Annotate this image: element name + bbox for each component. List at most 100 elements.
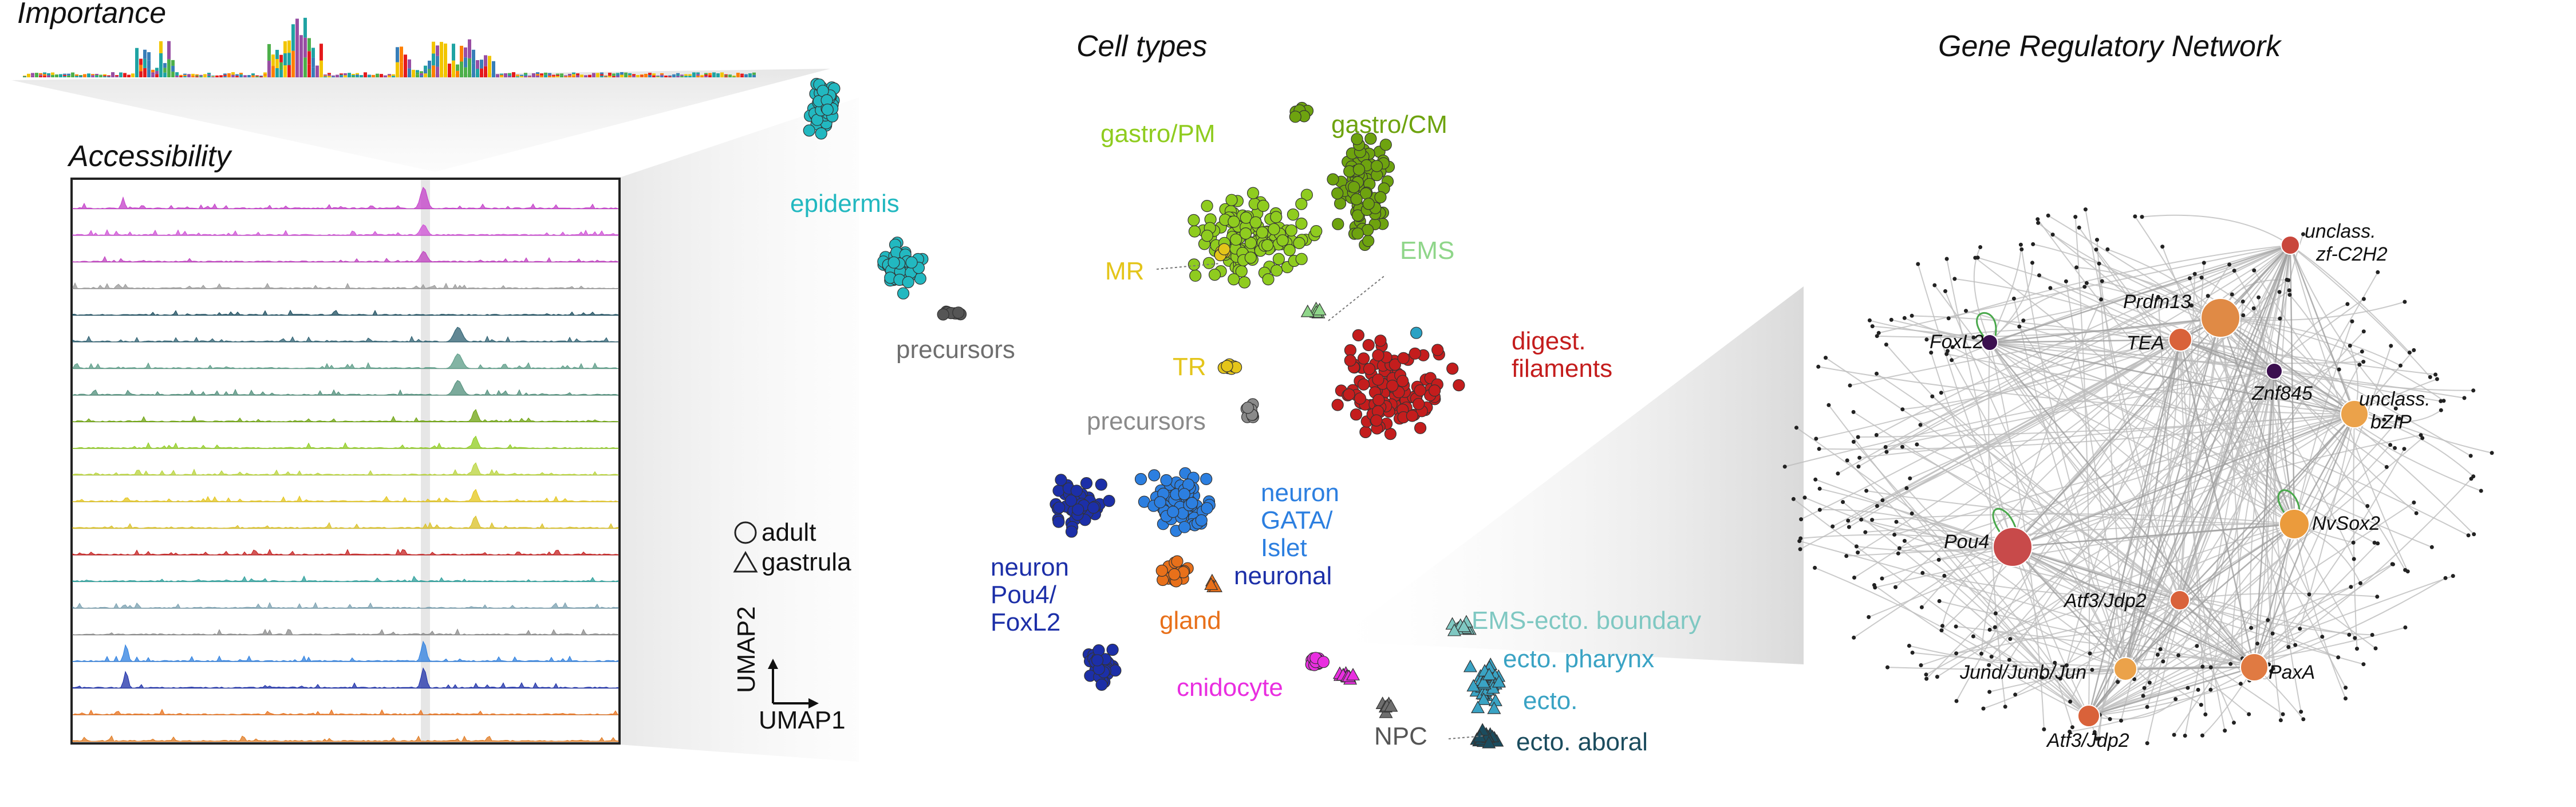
label-epidermis: epidermis <box>790 190 900 218</box>
logo-letter <box>660 76 664 77</box>
logo-letter <box>508 76 511 77</box>
grn-hub-edge <box>2179 414 2355 601</box>
logo-letter <box>31 75 34 77</box>
umap-scatter <box>803 78 1506 749</box>
umap-point <box>1276 234 1289 247</box>
umap2-axis-label: UMAP2 <box>732 606 760 693</box>
grn-edge <box>2179 593 2377 601</box>
logo-letter <box>416 70 419 73</box>
grn-target-node <box>2347 632 2352 637</box>
highlight-band <box>421 180 430 742</box>
logo-letter <box>255 76 259 77</box>
grn-target-node <box>1851 439 1856 444</box>
grn-target-node <box>1867 318 1872 322</box>
grn-target-node <box>2155 652 2160 657</box>
grn-edge <box>1936 414 2355 678</box>
grn-hub-edge <box>2179 523 2295 601</box>
logo-letter <box>732 75 736 77</box>
logo-letter <box>167 59 171 77</box>
logo-letter <box>612 76 616 77</box>
accessibility-track <box>72 409 620 423</box>
gene-label-paxa: PaxA <box>2269 662 2315 683</box>
grn-hub-edge <box>2289 245 2356 415</box>
logo-letter <box>624 72 628 77</box>
logo-letter <box>147 52 151 61</box>
gene-label-unclass_zf: unclass. zf-C2H2 <box>2305 221 2388 265</box>
grn-edge <box>1895 339 2181 588</box>
grn-target-node <box>1915 442 1919 447</box>
logo-letter <box>340 73 343 75</box>
grn-target-node <box>2007 658 2011 662</box>
logo-letter <box>356 73 359 75</box>
grn-edge <box>2088 683 2241 717</box>
grn-target-node <box>2145 741 2149 746</box>
grn-target-node <box>1932 283 1937 288</box>
grn-hub-edge <box>2180 338 2355 415</box>
logo-letter <box>544 72 547 75</box>
umap-point <box>1218 243 1230 255</box>
grn-target-node <box>1831 524 1835 529</box>
umap-point <box>1358 352 1370 365</box>
logo-letter <box>452 60 455 77</box>
logo-letter <box>712 72 716 77</box>
grn-edge <box>2290 245 2411 353</box>
grn-edge <box>1904 540 2126 670</box>
accessibility-tracks <box>72 187 620 742</box>
grn-target-node <box>2208 665 2213 670</box>
logo-letter <box>259 75 263 77</box>
logo-letter <box>572 74 575 76</box>
logo-letter <box>271 66 275 77</box>
logo-letter <box>307 51 311 65</box>
logo-letter <box>404 54 407 77</box>
logo-letter <box>648 73 652 76</box>
logo-letter <box>75 74 78 76</box>
grn-edge <box>2179 271 2378 601</box>
grn-hub-edge <box>2179 600 2255 668</box>
grn-target-node <box>1944 257 1949 261</box>
logo-letter <box>63 74 66 76</box>
accessibility-track <box>72 549 620 556</box>
logo-letter <box>616 73 620 74</box>
grn-target-node <box>2172 733 2176 737</box>
logo-letter <box>680 74 684 76</box>
logo-letter <box>472 49 475 64</box>
umap-point <box>1372 393 1385 407</box>
logo-letter <box>163 63 167 68</box>
logo-letter <box>151 74 155 77</box>
logo-letter <box>524 74 527 76</box>
grn-edge <box>2266 371 2282 721</box>
logo-letter <box>211 76 215 77</box>
grn-target-node <box>2399 363 2403 368</box>
logo-letter <box>472 63 475 77</box>
grn-target-node <box>2140 215 2144 219</box>
logo-letter <box>692 72 696 77</box>
logo-letter <box>636 74 640 77</box>
logo-letter <box>43 72 46 74</box>
logo-letter <box>195 75 199 77</box>
logo-letter <box>416 72 419 75</box>
umap-point <box>1095 478 1107 491</box>
grn-target-node <box>2388 443 2393 447</box>
logo-letter <box>460 45 463 62</box>
logo-letter <box>576 75 579 77</box>
gene-label-unclass_bzip: unclass. bZIP <box>2359 388 2431 433</box>
label-mr: MR <box>1105 257 1144 285</box>
umap-point <box>1352 329 1364 342</box>
grn-hub-edge <box>2179 245 2291 601</box>
logo-letter <box>95 76 98 77</box>
logo-letter <box>251 73 255 76</box>
umap-point <box>1351 227 1364 240</box>
umap-point <box>1186 497 1198 510</box>
grn-target-node <box>2035 217 2040 222</box>
grn-target-node <box>2200 733 2204 738</box>
grn-target-node <box>1851 410 1856 414</box>
grn-target-node <box>1782 464 1787 469</box>
logo-letter <box>287 40 291 53</box>
logo-letter <box>612 74 616 76</box>
logo-letter <box>388 75 391 77</box>
umap-point <box>1271 264 1283 277</box>
logo-letter <box>39 74 42 76</box>
umap-point <box>1065 525 1078 538</box>
umap-point <box>1358 378 1370 391</box>
accessibility-track <box>72 489 619 502</box>
